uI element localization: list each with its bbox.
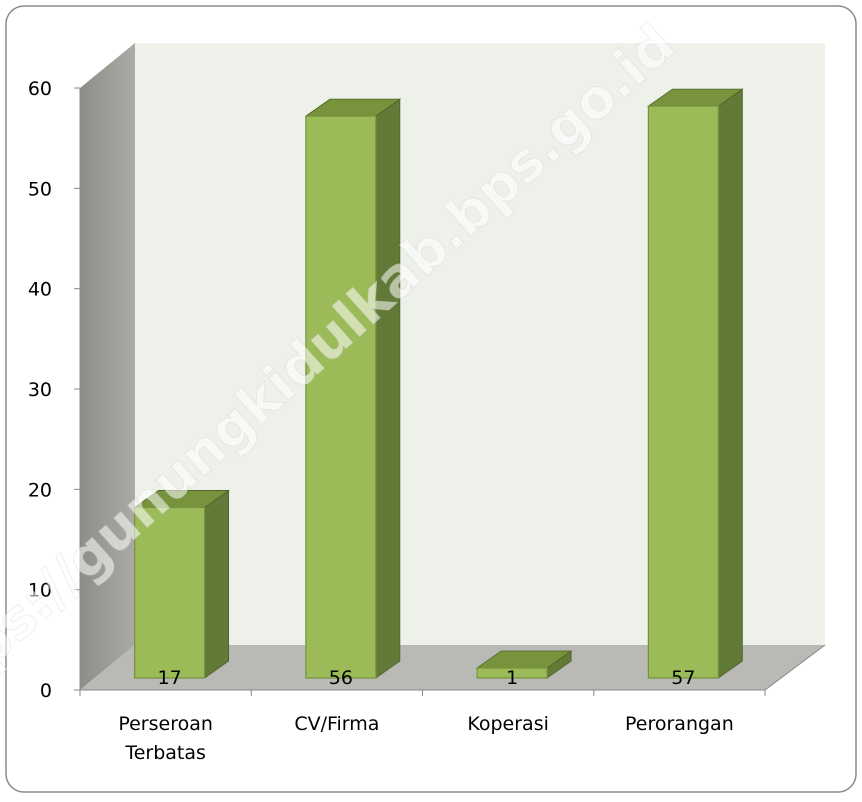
- data-label: 1: [506, 667, 518, 689]
- floor: [80, 645, 825, 690]
- bar-side: [204, 489, 230, 679]
- bar: [134, 506, 206, 679]
- side-wall: [80, 43, 135, 690]
- x-tick-label: Perorangan: [625, 713, 734, 735]
- y-tick-label: 0: [40, 680, 52, 702]
- y-tick-label: 30: [28, 379, 52, 401]
- y-tick-label: 10: [28, 580, 52, 602]
- x-tick-label-line: Terbatas: [124, 742, 206, 764]
- floor-edge: [764, 644, 826, 691]
- y-tick-label: 60: [28, 78, 52, 100]
- y-tick-label: 40: [28, 279, 52, 301]
- bar-side: [717, 88, 743, 679]
- x-tick-label-line: Perseroan: [118, 713, 213, 735]
- x-tick-label: CV/Firma: [294, 713, 379, 735]
- bar: [476, 667, 548, 679]
- data-label: 57: [671, 667, 695, 689]
- y-tick-label: 50: [28, 178, 52, 200]
- data-label: 17: [158, 667, 182, 689]
- x-tick-label: Koperasi: [467, 713, 549, 735]
- bar: [305, 115, 377, 679]
- x-tick-label: Perseroan Terbatas: [118, 713, 213, 764]
- data-label: 56: [329, 667, 353, 689]
- y-tick-label: 20: [28, 479, 52, 501]
- bar-side: [375, 98, 401, 679]
- bar: [647, 105, 719, 679]
